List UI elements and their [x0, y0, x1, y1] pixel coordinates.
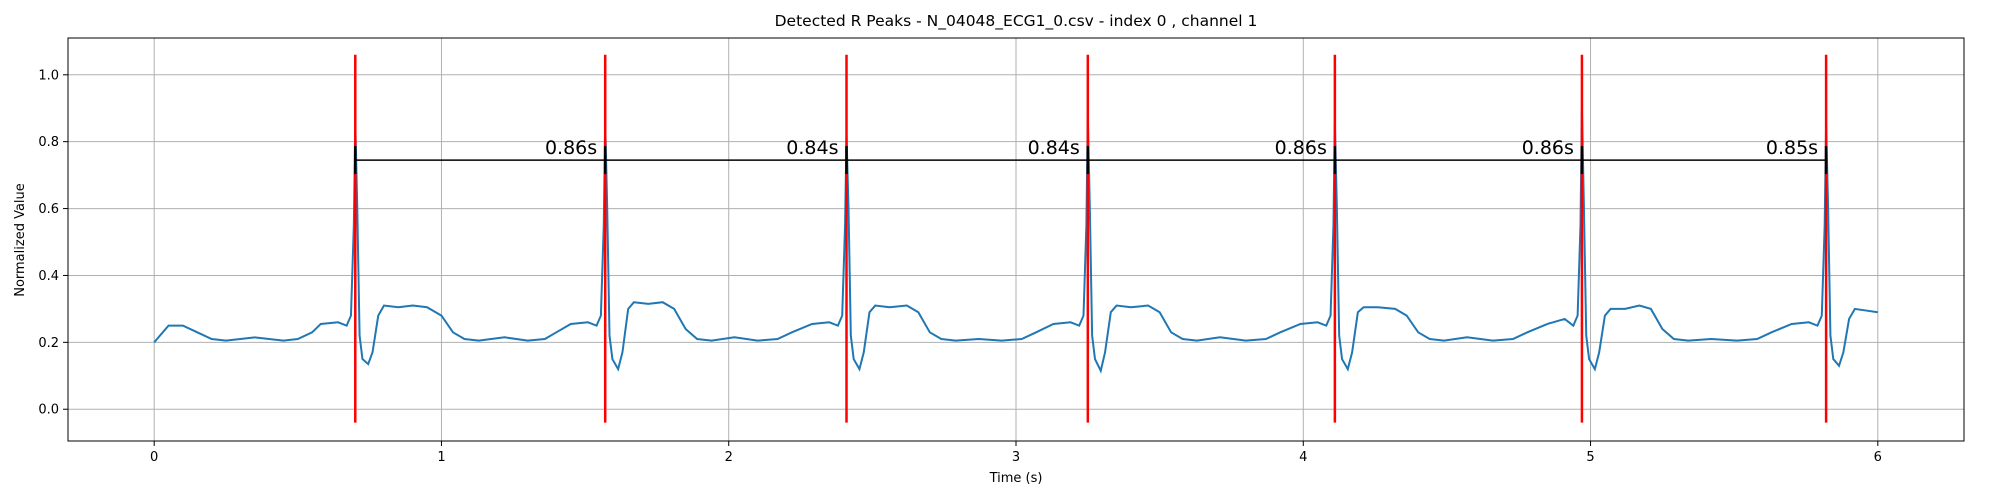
x-tick-label: 0 [150, 450, 158, 465]
signal-line [153, 108, 1878, 374]
plot-frame [67, 37, 1965, 442]
interval-label: 0.84s [1028, 137, 1080, 159]
interval-label: 0.85s [1766, 137, 1818, 159]
chart-title: Detected R Peaks - N_04048_ECG1_0.csv - … [775, 12, 1258, 31]
interval-label: 0.86s [545, 137, 597, 159]
y-tick-label: 0.4 [38, 269, 59, 284]
x-axis-label: Time (s) [989, 471, 1043, 486]
y-tick-label: 0.0 [38, 403, 59, 418]
y-tick-label: 0.2 [38, 336, 59, 351]
x-tick-label: 3 [1012, 450, 1020, 465]
y-tick-label: 1.0 [38, 68, 59, 83]
x-tick-label: 1 [437, 450, 445, 465]
interval-label: 0.84s [786, 137, 838, 159]
x-tick-label: 4 [1299, 450, 1307, 465]
y-tick-label: 0.8 [38, 135, 59, 150]
y-tick-label: 0.6 [38, 202, 59, 217]
y-axis-label: Normalized Value [13, 183, 28, 297]
interval-label: 0.86s [1522, 137, 1574, 159]
interval-label: 0.86s [1275, 137, 1327, 159]
x-tick-label: 2 [725, 450, 733, 465]
x-tick-label: 5 [1586, 450, 1594, 465]
x-tick-label: 6 [1874, 450, 1882, 465]
